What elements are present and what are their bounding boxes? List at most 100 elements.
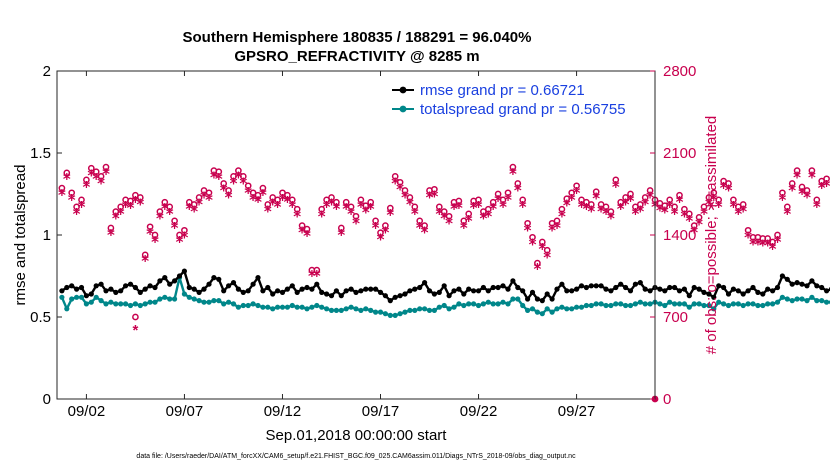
rmse-point — [275, 288, 281, 294]
rmse-point — [461, 291, 467, 297]
obs-possible-point — [823, 175, 830, 183]
totalspread-point — [520, 302, 526, 309]
totalspread-point — [549, 309, 555, 315]
rmse-point — [794, 280, 800, 286]
totalspread-point — [623, 302, 629, 309]
obs-assimilated-point: * — [367, 200, 375, 218]
totalspread-point — [711, 306, 717, 312]
totalspread-point — [265, 304, 271, 310]
obs-possible-point — [705, 194, 713, 201]
rmse-point — [667, 284, 673, 291]
obs-possible-point — [744, 226, 752, 234]
obs-assimilated-point: * — [440, 210, 448, 228]
rmse-point — [525, 296, 531, 302]
rmse-point — [559, 281, 565, 287]
obs-possible-point — [176, 231, 183, 239]
obs-possible-point — [215, 168, 223, 176]
obs-assimilated-point: * — [82, 178, 90, 196]
obs-possible-point — [568, 189, 576, 197]
obs-assimilated-point: * — [631, 205, 639, 223]
rmse-point — [142, 286, 148, 292]
rmse-point — [221, 288, 227, 294]
obs-possible-point — [636, 201, 644, 208]
totalspread-point — [574, 304, 580, 310]
rmse-point — [765, 286, 771, 292]
obs-assimilated-point: * — [524, 221, 532, 239]
rmse-point — [265, 284, 271, 291]
obs-possible-point — [181, 226, 188, 234]
obs-possible-point — [112, 208, 120, 215]
totalspread-point — [167, 296, 173, 302]
obs-possible-point — [195, 194, 203, 201]
obs-assimilated-point: * — [357, 198, 365, 216]
obs-possible-point — [352, 212, 360, 220]
obs-assimilated-point: * — [455, 199, 463, 217]
totalspread-point — [240, 302, 246, 309]
rmse-point — [799, 281, 805, 287]
obs-assimilated-point: * — [225, 189, 233, 207]
y-axis-label-right: # of obs: o=possible; ∗=assimilated — [703, 116, 720, 355]
obs-possible-point — [524, 219, 531, 227]
totalspread-point — [206, 299, 212, 305]
obs-assimilated-point: * — [411, 205, 419, 223]
obs-assimilated-point: * — [259, 186, 267, 204]
obs-possible-point — [661, 202, 669, 210]
totalspread-point — [794, 296, 800, 302]
obs-assimilated-point: * — [97, 175, 105, 193]
obs-possible-point — [337, 224, 345, 232]
totalspread-point — [289, 302, 295, 309]
obs-assimilated-point: * — [133, 322, 139, 339]
obs-possible-point — [617, 198, 625, 206]
obs-possible-point — [68, 189, 76, 197]
totalspread-point — [701, 302, 707, 309]
obs-assimilated-point: * — [117, 205, 125, 223]
rmse-point — [279, 289, 286, 295]
totalspread-point — [681, 301, 688, 307]
totalspread-point — [235, 304, 241, 310]
rmse-point — [770, 288, 776, 294]
obs-assimilated-point: * — [195, 196, 203, 214]
obs-assimilated-point: * — [465, 212, 473, 230]
x-tick-label-09/27: 09/27 — [558, 403, 596, 420]
obs-assimilated-point: * — [396, 180, 404, 198]
obs-possible-point — [416, 217, 424, 225]
obs-possible-point — [396, 178, 404, 186]
obs-assimilated-point: * — [729, 198, 737, 216]
totalspread-point — [657, 301, 663, 307]
rmse-point — [637, 280, 643, 286]
rmse-point — [270, 291, 276, 297]
obs-assimilated-point: * — [484, 207, 492, 225]
obs-assimilated-point: * — [720, 179, 728, 197]
totalspread-point — [426, 307, 433, 313]
obs-possible-point — [504, 189, 512, 197]
obs-assimilated-point: * — [58, 186, 66, 204]
totalspread-point — [422, 306, 428, 312]
rmse-point — [755, 289, 761, 295]
obs-assimilated-point: * — [73, 205, 81, 223]
rmse-point — [294, 289, 300, 295]
totalspread-point — [760, 302, 766, 309]
totalspread-point — [819, 298, 825, 304]
rmse-point — [324, 291, 330, 297]
obs-possible-point — [690, 222, 698, 229]
obs-possible-point — [602, 203, 610, 211]
obs-possible-point — [676, 191, 683, 199]
rmse-point — [181, 268, 187, 274]
obs-possible-point — [171, 217, 178, 225]
obs-possible-point — [710, 189, 718, 197]
rmse-point — [730, 286, 737, 292]
obs-assimilated-point: * — [622, 196, 630, 214]
obs-assimilated-point: * — [744, 228, 752, 246]
rmse-point — [696, 286, 702, 292]
obs-assimilated-point: * — [78, 198, 86, 216]
obs-assimilated-point: * — [519, 198, 527, 216]
obs-assimilated-point: * — [798, 185, 806, 203]
obs-assimilated-point: * — [220, 182, 228, 200]
rmse-point — [490, 284, 496, 291]
totalspread-point — [255, 302, 261, 309]
totalspread-point — [735, 301, 741, 307]
totalspread-point — [431, 307, 437, 313]
obs-assimilated-point: * — [597, 203, 605, 221]
rmse-point — [809, 278, 815, 284]
rmse-point — [387, 298, 393, 304]
